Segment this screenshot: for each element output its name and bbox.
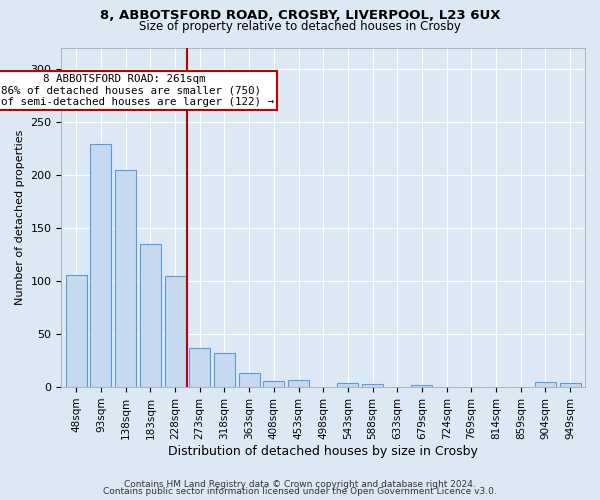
Bar xyxy=(214,353,235,387)
Bar xyxy=(560,383,581,387)
Bar xyxy=(535,382,556,387)
Bar xyxy=(239,374,260,387)
Text: Contains public sector information licensed under the Open Government Licence v3: Contains public sector information licen… xyxy=(103,488,497,496)
Text: 8 ABBOTSFORD ROAD: 261sqm
← 86% of detached houses are smaller (750)
14% of semi: 8 ABBOTSFORD ROAD: 261sqm ← 86% of detac… xyxy=(0,74,274,107)
Bar xyxy=(164,276,185,387)
Text: Size of property relative to detached houses in Crosby: Size of property relative to detached ho… xyxy=(139,20,461,33)
Bar xyxy=(412,385,433,387)
Bar xyxy=(115,170,136,387)
Bar xyxy=(189,348,210,387)
Bar xyxy=(263,380,284,387)
Bar xyxy=(91,144,112,387)
Bar xyxy=(337,383,358,387)
Bar xyxy=(66,274,87,387)
Bar xyxy=(140,244,161,387)
Bar xyxy=(362,384,383,387)
Text: 8, ABBOTSFORD ROAD, CROSBY, LIVERPOOL, L23 6UX: 8, ABBOTSFORD ROAD, CROSBY, LIVERPOOL, L… xyxy=(100,9,500,22)
Text: Contains HM Land Registry data © Crown copyright and database right 2024.: Contains HM Land Registry data © Crown c… xyxy=(124,480,476,489)
Bar xyxy=(288,380,309,387)
Y-axis label: Number of detached properties: Number of detached properties xyxy=(15,130,25,305)
X-axis label: Distribution of detached houses by size in Crosby: Distribution of detached houses by size … xyxy=(168,444,478,458)
